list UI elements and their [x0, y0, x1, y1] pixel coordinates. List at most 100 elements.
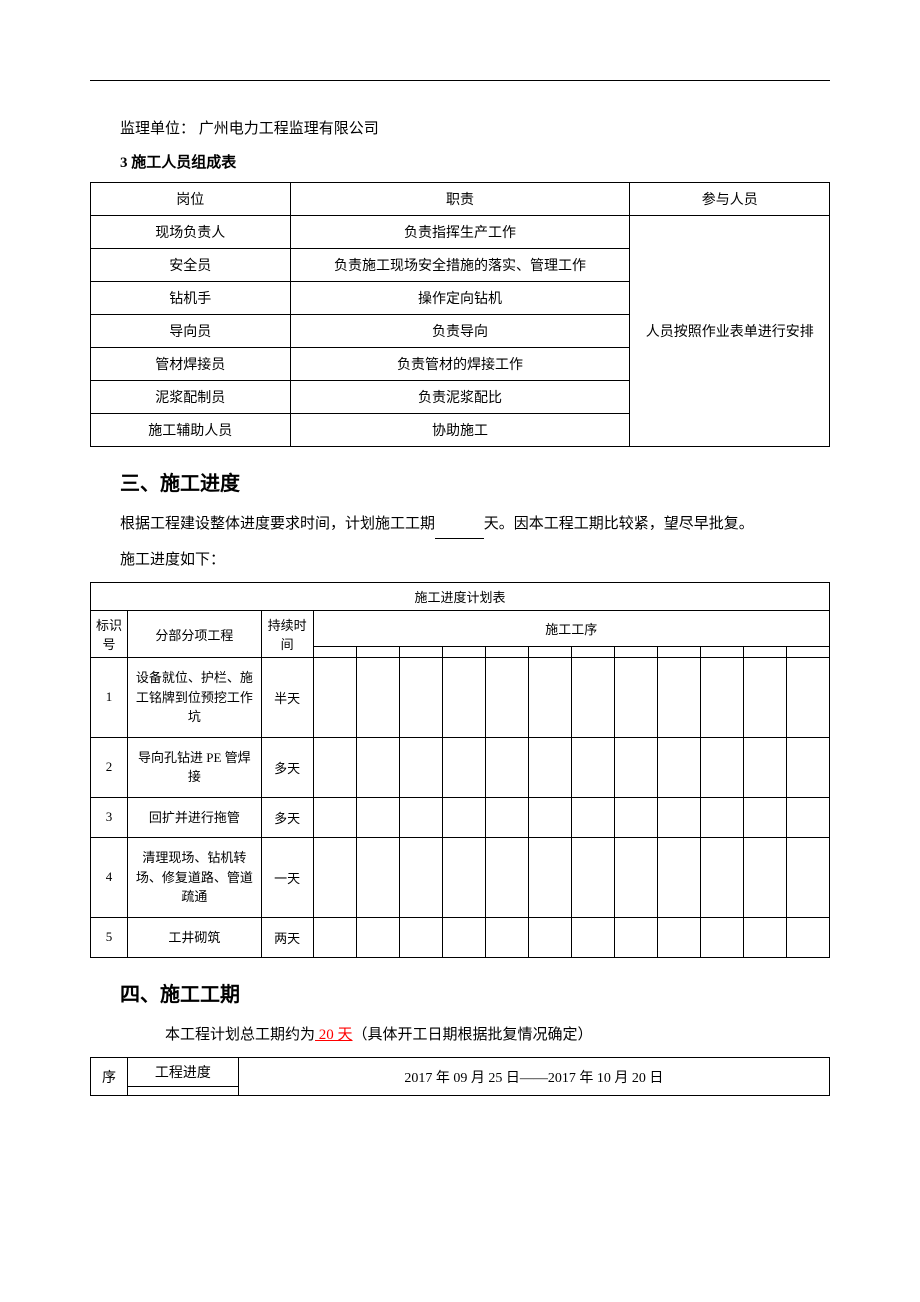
process-cell — [485, 917, 528, 958]
process-cell — [786, 917, 829, 958]
process-cell — [571, 797, 614, 838]
schedule-id: 1 — [91, 658, 128, 738]
process-cell — [442, 838, 485, 918]
process-cell — [485, 797, 528, 838]
top-divider — [90, 80, 830, 81]
process-cell — [399, 838, 442, 918]
progress-subline: 施工进度如下： — [90, 547, 830, 574]
process-cell — [614, 917, 657, 958]
role-cell: 安全员 — [91, 249, 291, 282]
process-cell — [614, 646, 657, 657]
schedule-id: 5 — [91, 917, 128, 958]
process-cell — [571, 737, 614, 797]
process-cell — [528, 737, 571, 797]
process-cell — [571, 658, 614, 738]
process-cell — [356, 737, 399, 797]
role-cell: 泥浆配制员 — [91, 381, 291, 414]
process-cell — [743, 658, 786, 738]
blank-days — [435, 511, 484, 539]
personnel-table: 岗位 职责 参与人员 现场负责人 负责指挥生产工作 人员按照作业表单进行安排 安… — [90, 182, 830, 447]
table-row: 1设备就位、护栏、施工铭牌到位预挖工作坑半天 — [91, 658, 830, 738]
col-id-header: 标识号 — [91, 611, 128, 658]
schedule-task: 回扩并进行拖管 — [128, 797, 262, 838]
progress-intro: 根据工程建设整体进度要求时间，计划施工工期 天。因本工程工期比较紧，望尽早批复。 — [90, 511, 830, 539]
duty-cell: 负责指挥生产工作 — [290, 216, 630, 249]
schedule-task: 工井砌筑 — [128, 917, 262, 958]
process-cell — [356, 917, 399, 958]
process-cell — [700, 658, 743, 738]
process-cell — [485, 646, 528, 657]
process-cell — [313, 838, 356, 918]
process-cell — [528, 658, 571, 738]
schedule-task: 设备就位、护栏、施工铭牌到位预挖工作坑 — [128, 658, 262, 738]
process-cell — [313, 646, 356, 657]
personnel-heading: 3 施工人员组成表 — [90, 151, 830, 172]
role-cell: 导向员 — [91, 315, 291, 348]
process-cell — [614, 797, 657, 838]
process-cell — [356, 838, 399, 918]
process-cell — [313, 658, 356, 738]
duty-cell: 负责施工现场安全措施的落实、管理工作 — [290, 249, 630, 282]
schedule-duration: 半天 — [261, 658, 313, 738]
process-cell — [528, 917, 571, 958]
table-row: 3回扩并进行拖管多天 — [91, 797, 830, 838]
duty-cell: 协助施工 — [290, 414, 630, 447]
process-cell — [528, 646, 571, 657]
col-duration-header: 持续时间 — [261, 611, 313, 658]
process-cell — [743, 917, 786, 958]
schedule-id: 3 — [91, 797, 128, 838]
process-cell — [700, 917, 743, 958]
schedule-task: 清理现场、钻机转场、修复道路、管道疏通 — [128, 838, 262, 918]
process-cell — [399, 658, 442, 738]
schedule-task: 导向孔钻进 PE 管焊接 — [128, 737, 262, 797]
process-cell — [442, 797, 485, 838]
process-cell — [442, 917, 485, 958]
process-cell — [657, 797, 700, 838]
table-row: 5工井砌筑两天 — [91, 917, 830, 958]
process-cell — [313, 917, 356, 958]
process-cell — [700, 646, 743, 657]
process-cell — [442, 737, 485, 797]
col-header-participant: 参与人员 — [630, 183, 830, 216]
process-cell — [399, 737, 442, 797]
duration-heading: 四、施工工期 — [90, 978, 830, 1007]
process-cell — [313, 797, 356, 838]
intro-post: 天。因本工程工期比较紧，望尽早批复。 — [484, 516, 754, 532]
role-cell: 管材焊接员 — [91, 348, 291, 381]
process-cell — [399, 646, 442, 657]
gantt-progress-header: 工程进度 — [127, 1058, 238, 1087]
process-cell — [528, 838, 571, 918]
supervisor-label: 监理单位： — [120, 121, 195, 137]
schedule-id: 4 — [91, 838, 128, 918]
process-cell — [657, 737, 700, 797]
col-process-header: 施工工序 — [313, 611, 829, 647]
process-cell — [743, 646, 786, 657]
duration-pre: 本工程计划总工期约为 — [165, 1027, 315, 1043]
col-task-header: 分部分项工程 — [128, 611, 262, 658]
duty-cell: 负责导向 — [290, 315, 630, 348]
role-cell: 现场负责人 — [91, 216, 291, 249]
process-cell — [786, 797, 829, 838]
schedule-duration: 多天 — [261, 737, 313, 797]
process-cell — [571, 838, 614, 918]
role-cell: 施工辅助人员 — [91, 414, 291, 447]
process-cell — [657, 658, 700, 738]
process-cell — [786, 646, 829, 657]
role-cell: 钻机手 — [91, 282, 291, 315]
supervisor-value: 广州电力工程监理有限公司 — [199, 121, 379, 137]
duration-days: 20 天 — [315, 1027, 353, 1043]
process-cell — [442, 646, 485, 657]
process-cell — [528, 797, 571, 838]
progress-heading: 三、施工进度 — [90, 467, 830, 496]
process-cell — [657, 917, 700, 958]
table-row: 2导向孔钻进 PE 管焊接多天 — [91, 737, 830, 797]
process-cell — [657, 838, 700, 918]
duty-cell: 操作定向钻机 — [290, 282, 630, 315]
process-cell — [442, 658, 485, 738]
process-cell — [356, 797, 399, 838]
intro-pre: 根据工程建设整体进度要求时间，计划施工工期 — [120, 516, 435, 532]
schedule-duration: 多天 — [261, 797, 313, 838]
process-cell — [614, 658, 657, 738]
schedule-table: 施工进度计划表 标识号 分部分项工程 持续时间 施工工序 1设备就位、护栏、施工… — [90, 582, 830, 958]
process-cell — [571, 646, 614, 657]
